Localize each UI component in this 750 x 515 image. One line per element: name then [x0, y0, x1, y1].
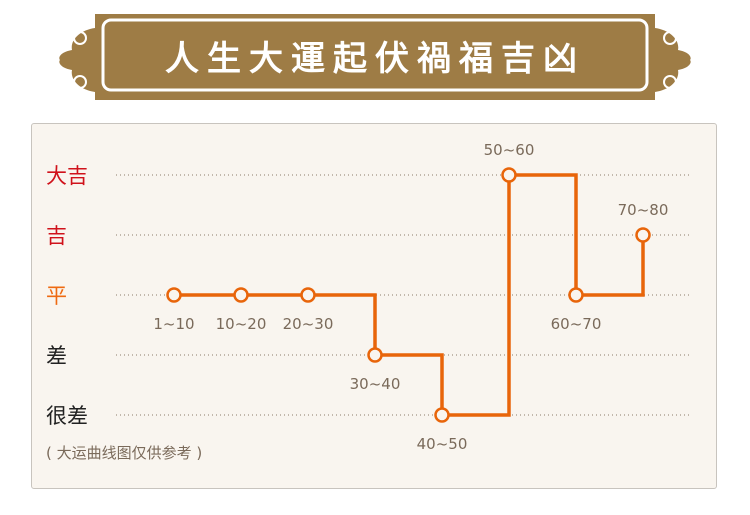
level-label-2: 平	[46, 284, 67, 308]
data-point	[233, 287, 249, 303]
category-label: 30~40	[350, 375, 401, 393]
data-point	[166, 287, 182, 303]
chart-note: ( 大运曲线图仅供参考 )	[46, 444, 203, 462]
page-title: 人生大運起伏禍福吉凶	[165, 38, 585, 79]
category-label: 10~20	[216, 315, 267, 333]
data-point	[501, 167, 517, 183]
data-point	[367, 347, 383, 363]
category-label: 40~50	[417, 435, 468, 453]
data-point	[635, 227, 651, 243]
category-label: 1~10	[153, 315, 194, 333]
category-label: 20~30	[283, 315, 334, 333]
data-point	[568, 287, 584, 303]
data-point	[434, 407, 450, 423]
level-label-4: 很差	[46, 404, 88, 428]
category-label: 70~80	[618, 201, 669, 219]
category-label: 60~70	[551, 315, 602, 333]
data-point	[300, 287, 316, 303]
title-banner	[59, 14, 691, 100]
level-label-0: 大吉	[46, 164, 88, 188]
category-label: 50~60	[484, 141, 535, 159]
level-label-1: 吉	[46, 224, 67, 248]
level-label-3: 差	[46, 344, 67, 368]
